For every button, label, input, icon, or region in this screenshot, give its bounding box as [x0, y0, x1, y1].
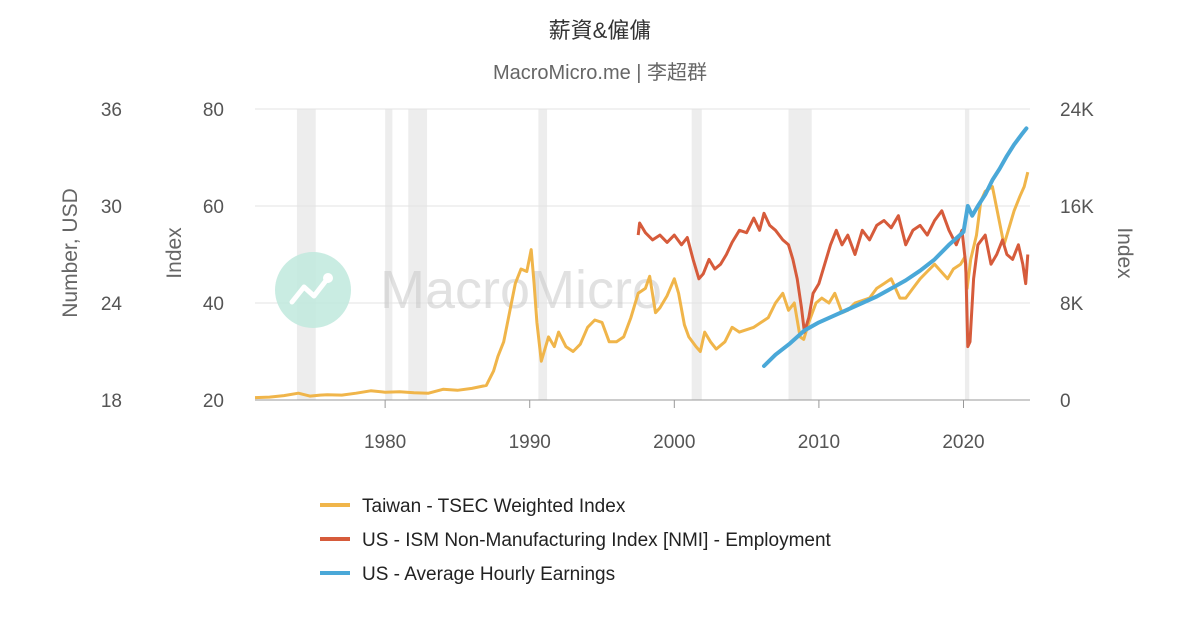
y-axis-right-ticks: 0 8K 16K 24K: [1060, 100, 1094, 412]
gridlines: [255, 108, 1030, 401]
series-line-us-ism-employment[interactable]: [636, 209, 1030, 349]
legend-label: US - ISM Non-Manufacturing Index [NMI] -…: [362, 530, 832, 551]
legend-item-taiwan-tsec[interactable]: Taiwan - TSEC Weighted Index: [320, 496, 626, 517]
y-index-tick-label: 20: [203, 391, 224, 412]
y-axis-index-ticks: 20 40 60 80: [203, 100, 224, 412]
x-axis-ticks: 1980 1990 2000 2010 2020: [364, 432, 985, 453]
x-tick-label: 1980: [364, 432, 406, 453]
y-index-tick-label: 40: [203, 294, 224, 315]
x-tick-label: 1990: [509, 432, 551, 453]
y-axis-usd-ticks: 18 24 30 36: [101, 100, 123, 412]
y-axis-right-title: Index: [1113, 227, 1136, 279]
watermark: MacroMicro: [275, 252, 662, 328]
y-right-tick-label: 0: [1060, 391, 1071, 412]
legend: Taiwan - TSEC Weighted Index US - ISM No…: [320, 496, 832, 585]
watermark-logo-icon: [275, 252, 351, 328]
recession-band: [964, 109, 970, 400]
recession-bands: [296, 109, 970, 400]
series-line-taiwan-tsec[interactable]: [254, 171, 1030, 400]
y-index-tick-label: 60: [203, 197, 224, 218]
legend-label: Taiwan - TSEC Weighted Index: [362, 496, 626, 517]
x-tick-label: 2020: [942, 432, 984, 453]
recession-band: [408, 109, 428, 400]
y-axis-index-title: Index: [163, 227, 186, 279]
y-index-tick-label: 80: [203, 100, 224, 121]
series-lines: [254, 126, 1030, 400]
y-right-tick-label: 24K: [1060, 100, 1094, 121]
recession-band: [691, 109, 702, 400]
recession-band: [385, 109, 393, 400]
recession-band: [538, 109, 548, 400]
legend-item-us-hourly-earnings[interactable]: US - Average Hourly Earnings: [320, 564, 615, 585]
series-line-us-hourly-earnings[interactable]: [762, 126, 1029, 368]
axes: [255, 399, 1030, 408]
legend-label: US - Average Hourly Earnings: [362, 564, 615, 585]
legend-item-us-ism-employment[interactable]: US - ISM Non-Manufacturing Index [NMI] -…: [320, 530, 832, 551]
watermark-logo-dot-icon: [323, 273, 333, 283]
chart-title: 薪資&僱傭: [549, 18, 652, 43]
y-usd-tick-label: 18: [101, 391, 122, 412]
y-usd-tick-label: 30: [101, 197, 122, 218]
chart-subtitle: MacroMicro.me | 李超群: [493, 61, 707, 84]
y-right-tick-label: 16K: [1060, 197, 1094, 218]
y-usd-tick-label: 24: [101, 294, 123, 315]
x-tick-label: 2000: [653, 432, 695, 453]
watermark-logo-line-icon: [289, 275, 331, 305]
y-right-tick-label: 8K: [1060, 294, 1084, 315]
y-usd-tick-label: 36: [101, 100, 122, 121]
y-axis-usd-title: Number, USD: [59, 188, 82, 318]
x-tick-label: 2010: [798, 432, 840, 453]
